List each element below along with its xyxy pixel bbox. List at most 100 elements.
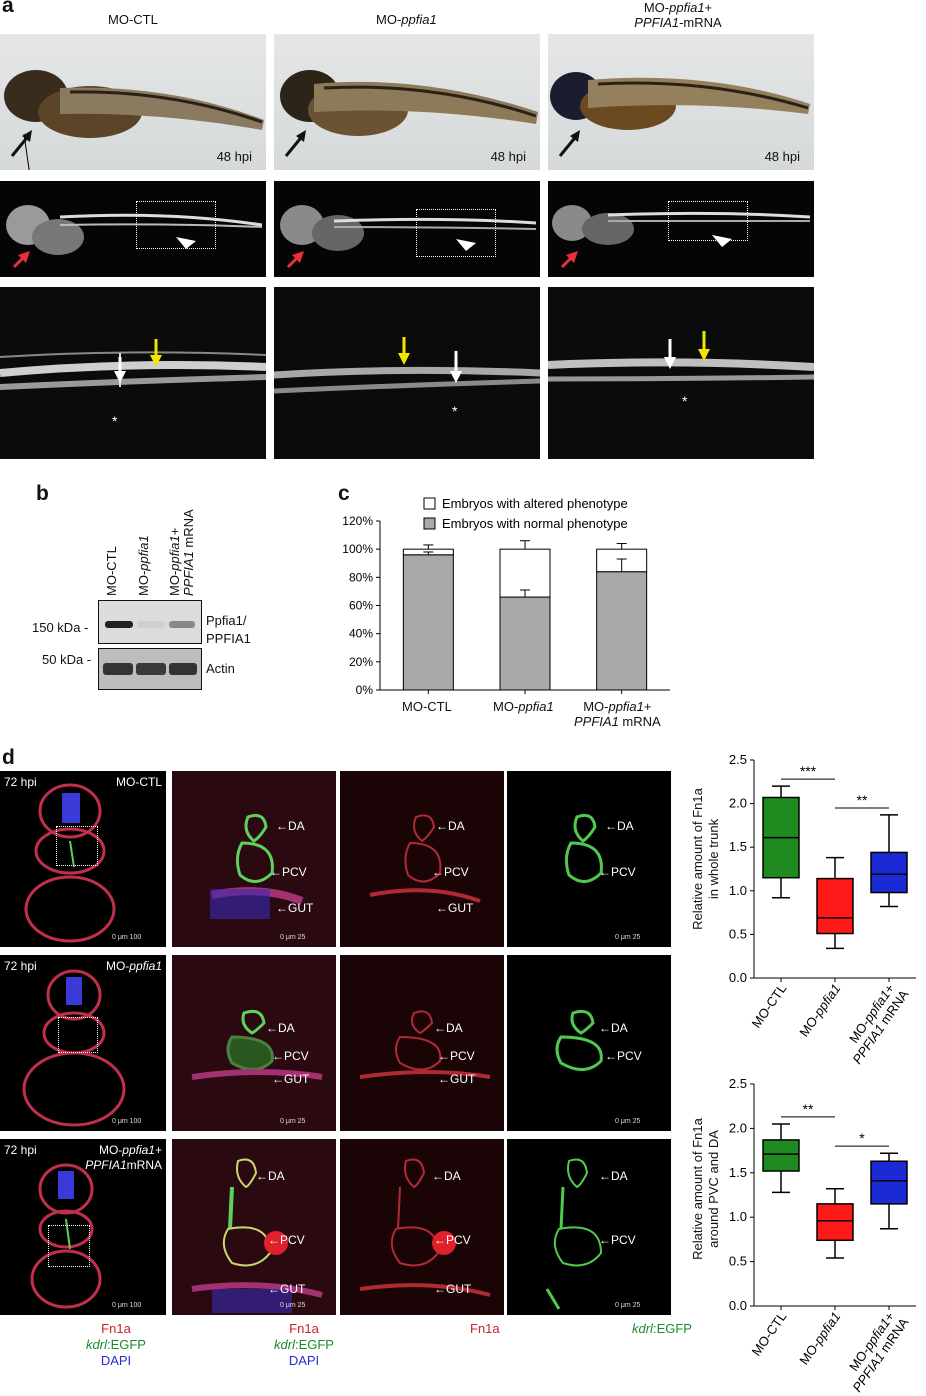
label-da: ←DA (432, 1169, 461, 1183)
hpi-label: 48 hpi (764, 149, 800, 164)
kdrl-drawing (555, 1009, 603, 1071)
band-actin-1 (103, 663, 133, 675)
kdrl-drawing (545, 1158, 603, 1310)
y-tick-label: 20% (349, 655, 373, 669)
legend-swatch-normal (423, 517, 436, 530)
panel-a-label: a (2, 0, 14, 17)
embryo-cross-section (24, 783, 116, 943)
x-category-label: MO-CTL (749, 981, 790, 1030)
row-title-mo-ctl: MO-CTL (116, 775, 162, 789)
channel-legend-col1: Fn1a kdrl:EGFP DAPI (86, 1321, 146, 1368)
box (762, 1139, 800, 1172)
fluorescence-zoom-mo-ppfia1: * (273, 287, 541, 459)
row-title-mo-ppfia1: MO-ppfia1 (105, 959, 162, 973)
panel-c-label: c (338, 482, 350, 505)
label-da: ←DA (599, 1169, 628, 1183)
fn1a-zoom-mo-ppfia1: ←DA ←PCV ←GUT (340, 955, 504, 1131)
box (870, 851, 908, 894)
merge-zoom-mo-ctl: ←DA ←PCV ←GUT 0 μm 25 (172, 771, 336, 947)
kdrl-zoom-mo-ppfia1: ←DA ←PCV 0 μm 25 (507, 955, 671, 1131)
label-gut: ←GUT (434, 1282, 472, 1296)
trunk-vessels-drawing (0, 339, 267, 390)
y-tick-label: 0.0 (729, 1298, 747, 1313)
label-pcv: ←PCV (268, 1233, 305, 1247)
y-tick-label: 2.0 (729, 796, 747, 811)
y-tick-label: 60% (349, 599, 373, 613)
marker-50kda: 50 kDa - (42, 652, 92, 667)
scale-bar-100: 0 μm 100 (112, 1302, 142, 1309)
band-mo-ctl (105, 621, 133, 628)
y-tick-label: 2.0 (729, 1120, 747, 1135)
vasculature-drawing (280, 205, 537, 269)
legend-normal: Embryos with normal phenotype (442, 516, 628, 531)
embryo-cross-section (30, 1163, 102, 1309)
fluorescence-zoom-mo-ctl: * (0, 287, 267, 459)
x-category-label: MO-CTL (749, 1309, 790, 1358)
y-tick-label: 40% (349, 627, 373, 641)
western-blot-ppfia1 (98, 600, 202, 644)
zoom-region-box (668, 201, 748, 241)
hpi-label-d: 72 hpi (4, 1143, 37, 1157)
fn1a-zoom-mo-ctl: ←DA ←PCV ←GUT (340, 771, 504, 947)
stacked-bar-chart: Embryos with altered phenotype Embryos w… (342, 496, 670, 697)
band-actin-2 (136, 663, 166, 675)
scale-bar-25: 0 μm 25 (615, 934, 641, 941)
asterisk-marker: * (682, 393, 688, 409)
bar-normal (402, 554, 454, 691)
label-da: ←DA (434, 1021, 463, 1035)
fluorescence-zoom-rescue: * (547, 287, 815, 459)
label-pcv: ←PCV (599, 1233, 636, 1247)
x-category-label: MO-ppfia1 (796, 1309, 843, 1367)
band-actin-3 (169, 663, 197, 675)
boxplot2-ylabel: Relative amount of Fn1a around PVC and DA (690, 1118, 721, 1260)
label-part: MO-CTL (749, 1309, 790, 1358)
asterisk-marker: * (112, 413, 118, 429)
legend-altered: Embryos with altered phenotype (442, 496, 628, 511)
channel-legend-col2: Fn1a kdrl:EGFP DAPI (274, 1321, 334, 1368)
marker-150kda: 150 kDa - (32, 620, 89, 635)
kdrl-zoom-mo-ctl: ←DA ←PCV 0 μm 25 (507, 771, 671, 947)
lane-label-rescue: MO-ppfia1+ PPFIA1 mRNA (167, 509, 196, 596)
label-part: ppfia1 (810, 981, 843, 1019)
trunk-vessels-drawing (273, 337, 541, 394)
label-pcv: ←PCV (434, 1233, 471, 1247)
panel-d-label: d (2, 746, 15, 769)
fluorescence-overview-mo-ppfia1 (274, 181, 540, 277)
fn1a-drawing (340, 955, 504, 1131)
boxplot1-ylabel: Relative amount of Fn1a in whole trunk (690, 788, 721, 930)
channel-legend-col3: Fn1a (470, 1321, 500, 1336)
y-tick-label: 80% (349, 570, 373, 584)
label-gut: ←GUT (268, 1282, 306, 1296)
fn1a-drawing (340, 771, 504, 947)
whole-embryo-mo-ppfia1: 72 hpi MO-ppfia1 0 μm 100 (0, 955, 166, 1131)
fluorescence-overview-rescue (548, 181, 814, 277)
col-title-mo-ppfia1: MO-ppfia1 (376, 12, 437, 27)
larva-brightfield-drawing (4, 70, 264, 177)
row-title-rescue: MO-ppfia1+ PPFIA1mRNA (85, 1143, 162, 1172)
asterisk-marker: * (452, 403, 458, 419)
brightfield-image-rescue: 48 hpi (548, 34, 814, 170)
label-pcv: ←PCV (438, 1049, 475, 1063)
zoom-region-box (416, 209, 496, 257)
label-da: ←DA (276, 819, 305, 833)
label-pcv: ←PCV (270, 865, 307, 879)
col-title-rescue: MO-ppfia1+ PPFIA1-mRNA (634, 0, 722, 30)
label-pcv: ←PCV (432, 865, 469, 879)
label-da: ←DA (266, 1021, 295, 1035)
bar-altered (499, 548, 551, 598)
merge-zoom-mo-ppfia1: ←DA ←PCV ←GUT 0 μm 25 (172, 955, 336, 1131)
y-tick-label: 1.0 (729, 883, 747, 898)
zoom-region-box (136, 201, 216, 249)
label-gut: ←GUT (438, 1072, 476, 1086)
label-part: ppfia1 (810, 1309, 843, 1347)
vasculature-drawing (552, 205, 811, 269)
bar-normal (596, 571, 648, 691)
merge-zoom-rescue: ←DA ←PCV ←GUT 0 μm 25 (172, 1139, 336, 1315)
label-pcv: ←PCV (272, 1049, 309, 1063)
y-tick-label: 1.5 (729, 839, 747, 854)
xlabel-rescue: MO-ppfia1+ PPFIA1 mRNA (574, 699, 661, 729)
boxplot-pvc-da: 0.00.51.01.52.02.5***MO-CTL MO-ppfia1MO-p… (729, 1078, 916, 1395)
y-tick-label: 100% (342, 542, 373, 556)
xlabel-mo-ppfia1: MO-ppfia1 (493, 699, 554, 714)
y-tick-label: 0.5 (729, 1254, 747, 1269)
